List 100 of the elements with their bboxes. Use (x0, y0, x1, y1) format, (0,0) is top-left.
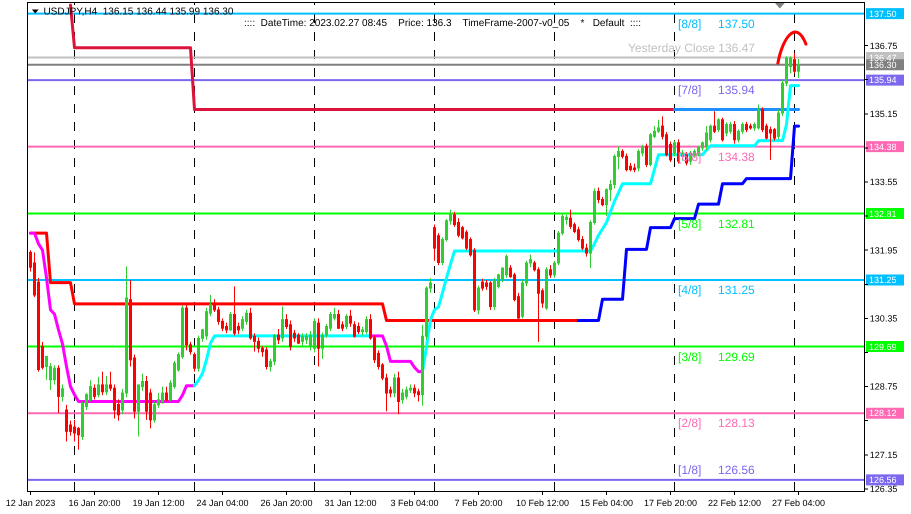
candlestick (65, 404, 68, 442)
y-tick-label: 130.35 (870, 314, 898, 324)
candlestick (393, 373, 396, 398)
candlestick (545, 266, 548, 310)
annotation: [2/8] 128.13 (678, 416, 756, 430)
x-tick-label: 19 Jan 12:00 (132, 498, 185, 508)
candlestick (413, 384, 416, 398)
ref-line-label: 131.25 (869, 275, 897, 285)
candlestick (405, 386, 408, 400)
candlestick (725, 122, 728, 137)
candlestick (637, 148, 640, 172)
candlestick (549, 264, 552, 278)
candlestick (57, 364, 60, 414)
candlestick (713, 110, 716, 134)
candlestick (797, 58, 800, 79)
ref-line-label: 132.81 (869, 209, 897, 219)
y-tick-label: 128.75 (870, 382, 898, 392)
candlestick (105, 375, 108, 396)
candlestick (281, 306, 284, 342)
candlestick (337, 309, 340, 330)
candlestick (733, 120, 736, 144)
x-tick-label: 15 Feb 04:00 (580, 498, 634, 508)
y-tick-label: 133.55 (870, 177, 898, 188)
candlestick (481, 278, 484, 292)
x-tick-label: 12 Jan 2023 (6, 498, 56, 508)
candlestick (313, 318, 316, 353)
candlestick (633, 163, 636, 173)
candlestick (161, 386, 164, 404)
candlestick (673, 140, 676, 157)
candlestick (165, 386, 168, 402)
annotation: [6/8] 134.38 (678, 150, 756, 164)
y-tick-label: 131.95 (870, 245, 898, 256)
candlestick (793, 52, 796, 74)
candlestick (717, 118, 720, 133)
annotation: Yesterday Close 136.47 (628, 41, 756, 55)
annotation: [7/8] 135.94 (678, 83, 756, 97)
candlestick (745, 121, 748, 133)
ref-line-label: 128.12 (869, 408, 897, 418)
line-series (577, 124, 800, 322)
candlestick (489, 280, 492, 310)
candlestick (349, 309, 352, 328)
candlestick (193, 352, 196, 372)
y-tick-label: 135.15 (870, 108, 898, 119)
ref-line-label: 134.38 (869, 142, 897, 152)
candlestick (61, 384, 64, 402)
candlestick (397, 371, 400, 415)
y-tick-label: 126.35 (870, 484, 898, 494)
x-tick-label: 26 Jan 20:00 (260, 498, 313, 508)
candlestick (729, 121, 732, 134)
candlestick (749, 123, 752, 130)
candlestick (353, 320, 356, 338)
annotation: [5/8] 132.81 (678, 217, 756, 231)
x-tick-label: 17 Feb 20:00 (644, 498, 698, 508)
candlestick (229, 312, 232, 332)
candlestick (301, 332, 304, 347)
x-tick-label: 7 Feb 20:00 (454, 498, 503, 508)
candlestick (345, 314, 348, 330)
y-tick-label: 136.75 (870, 40, 898, 51)
candlestick (769, 126, 772, 160)
candlestick (597, 187, 600, 204)
candlestick (401, 388, 404, 404)
candlestick (257, 337, 260, 353)
x-tick-label: 16 Jan 20:00 (68, 498, 121, 508)
x-tick-label: 24 Jan 04:00 (196, 498, 249, 508)
candlestick (97, 376, 100, 398)
text: :::: DateTime: 2023.02.27 08:45 Price: 136.3 TimeFrame-2007-v0_05 * Default :::: (244, 18, 642, 29)
x-tick-label: 22 Feb 12:00 (708, 498, 762, 508)
candlestick (645, 143, 648, 168)
x-tick-label: 27 Feb 04:00 (772, 498, 826, 508)
candlestick (265, 346, 268, 370)
candlestick (505, 254, 508, 278)
x-tick-label: 10 Feb 12:00 (516, 498, 570, 508)
candlestick (477, 285, 480, 315)
x-tick-label: 31 Jan 12:00 (324, 498, 377, 508)
annotation: [1/8] 126.56 (678, 463, 756, 477)
candlestick (433, 224, 436, 262)
candlestick (357, 322, 360, 335)
candlestick (417, 388, 420, 402)
candlestick (757, 104, 760, 130)
candlestick (277, 328, 280, 344)
candlestick (705, 126, 708, 151)
candlestick (225, 322, 228, 334)
candlestick (625, 152, 628, 172)
y-tick-label: 127.15 (870, 450, 898, 460)
x-tick-label: 3 Feb 04:00 (390, 498, 439, 508)
candlestick (365, 316, 368, 335)
candlestick (297, 332, 300, 344)
ref-line-label: 129.69 (869, 342, 897, 352)
candlestick (569, 209, 572, 230)
candlestick (101, 371, 104, 396)
annotation: [3/8] 129.69 (678, 350, 756, 364)
candlestick (493, 277, 496, 310)
ref-line-label: 137.50 (869, 9, 897, 19)
candlestick (721, 117, 724, 142)
ref-line-label: 135.94 (869, 75, 897, 85)
ref-line-label: 126.56 (869, 475, 897, 485)
ref-line-label: 136.30 (869, 60, 897, 70)
annotation: [8/8] 137.50 (678, 17, 756, 31)
candlestick (93, 384, 96, 400)
annotation: [4/8] 131.25 (678, 283, 756, 297)
